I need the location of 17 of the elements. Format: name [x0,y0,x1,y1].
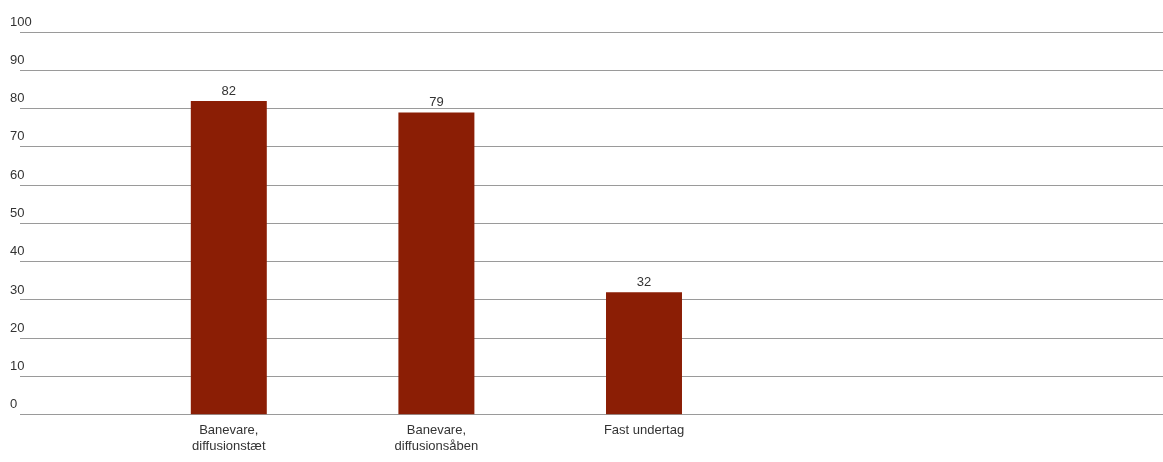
y-tick-label: 30 [10,281,25,297]
y-tick-label: 100 [10,13,32,29]
x-tick-label: Banevare, diffusionsåben [394,422,479,453]
data-label: 79 [429,94,444,110]
y-tick-label: 80 [10,90,25,106]
y-tick-label: 10 [10,358,25,374]
y-tick-label: 70 [10,128,25,144]
data-label: 82 [221,82,237,98]
y-tick-label: 60 [10,166,25,182]
data-label: 32 [636,274,652,290]
y-tick-label: 40 [10,243,25,259]
y-tick-label: 0 [10,396,18,412]
y-tick-label: 20 [10,319,25,335]
x-tick-label: Fast undertag [603,422,685,438]
x-tick-label: Banevare, diffusionstæt [192,422,266,453]
y-tick-label: 50 [10,204,25,220]
y-tick-label: 90 [10,51,25,67]
